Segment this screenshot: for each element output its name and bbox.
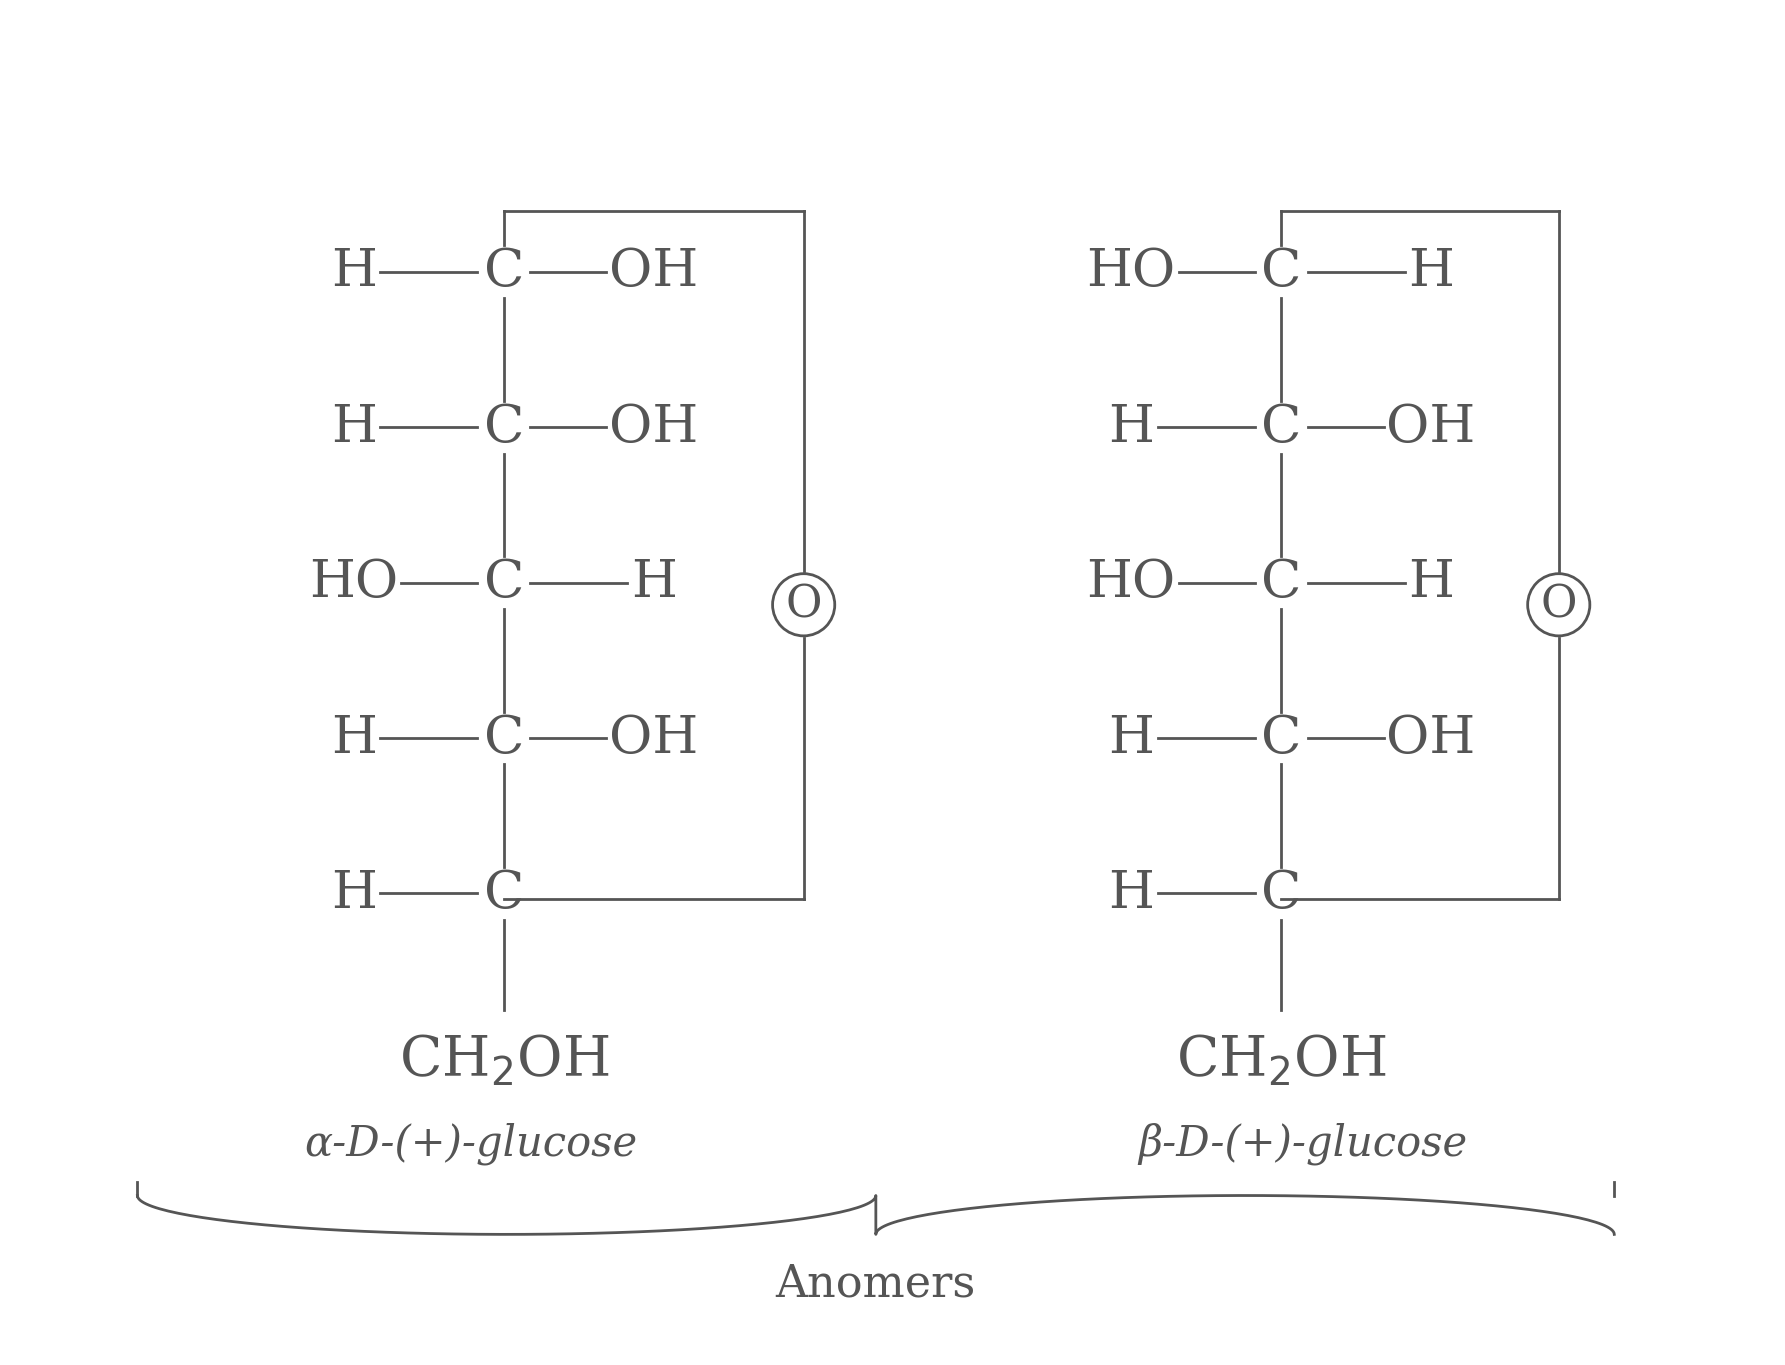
- Text: H: H: [1408, 557, 1455, 607]
- Text: C: C: [1260, 713, 1301, 763]
- Text: H: H: [630, 557, 677, 607]
- Text: C: C: [484, 868, 525, 919]
- Text: HO: HO: [1087, 557, 1176, 607]
- Text: H: H: [330, 868, 377, 919]
- Text: C: C: [1260, 246, 1301, 298]
- Text: C: C: [484, 401, 525, 453]
- Text: H: H: [1108, 401, 1155, 453]
- Text: C: C: [1260, 401, 1301, 453]
- Text: HO: HO: [1087, 246, 1176, 298]
- Text: H: H: [330, 713, 377, 763]
- Text: C: C: [484, 246, 525, 298]
- Text: C: C: [484, 557, 525, 607]
- Text: H: H: [330, 246, 377, 298]
- Text: C: C: [1260, 557, 1301, 607]
- Text: O: O: [785, 583, 821, 627]
- Text: H: H: [1108, 713, 1155, 763]
- Text: OH: OH: [1387, 401, 1476, 453]
- Text: OH: OH: [609, 401, 698, 453]
- Text: H: H: [1408, 246, 1455, 298]
- Text: OH: OH: [1387, 713, 1476, 763]
- Text: CH$_2$OH: CH$_2$OH: [1176, 1032, 1387, 1088]
- Text: H: H: [330, 401, 377, 453]
- Text: α-D-(+)-glucose: α-D-(+)-glucose: [303, 1122, 637, 1164]
- Circle shape: [1528, 573, 1590, 636]
- Text: CH$_2$OH: CH$_2$OH: [398, 1032, 609, 1088]
- Text: O: O: [1540, 583, 1576, 627]
- Circle shape: [773, 573, 835, 636]
- Text: Anomers: Anomers: [776, 1263, 976, 1305]
- Text: C: C: [1260, 868, 1301, 919]
- Text: C: C: [484, 713, 525, 763]
- Text: HO: HO: [309, 557, 398, 607]
- Text: β-D-(+)-glucose: β-D-(+)-glucose: [1139, 1122, 1467, 1164]
- Text: OH: OH: [609, 246, 698, 298]
- Text: OH: OH: [609, 713, 698, 763]
- Text: H: H: [1108, 868, 1155, 919]
